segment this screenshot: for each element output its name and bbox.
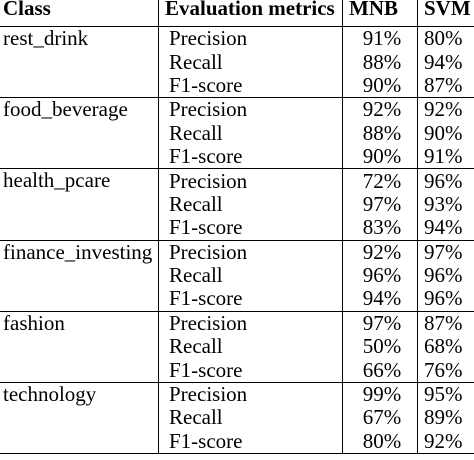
mnb-value-cell: 88% <box>342 50 418 74</box>
header-mnb: MNB <box>342 0 418 27</box>
metric-cell: Recall <box>158 335 343 359</box>
class-cell <box>0 287 159 312</box>
mnb-value-cell: 83% <box>342 216 418 241</box>
table-row: Recall 67% 89% <box>0 406 474 430</box>
mnb-value-cell: 50% <box>342 335 418 359</box>
class-cell <box>0 358 159 383</box>
table-row: Recall 97% 93% <box>0 192 474 217</box>
table-row: rest_drink Precision 91% 80% <box>0 26 474 51</box>
table-row: Recall 96% 96% <box>0 263 474 288</box>
class-cell: technology <box>0 382 159 407</box>
table-row: F1-score 90% 87% <box>0 73 474 99</box>
metric-cell: Recall <box>158 263 343 288</box>
svm-value-cell: 89% <box>417 406 474 430</box>
table-row: F1-score 94% 96% <box>0 287 474 312</box>
svm-value-cell: 96% <box>417 263 474 288</box>
mnb-value-cell: 88% <box>342 121 418 145</box>
svm-value-cell: 80% <box>417 26 474 51</box>
svm-value-cell: 76% <box>417 358 474 383</box>
class-cell: food_beverage <box>0 97 159 122</box>
mnb-value-cell: 90% <box>342 73 418 99</box>
metric-cell: Precision <box>158 382 343 407</box>
table-row: finance_investing Precision 92% 97% <box>0 240 474 264</box>
table-row: Recall 50% 68% <box>0 335 474 359</box>
mnb-value-cell: 91% <box>342 26 418 51</box>
metric-cell: Precision <box>158 168 343 193</box>
table-row: F1-score 66% 76% <box>0 358 474 383</box>
svm-value-cell: 96% <box>417 168 474 193</box>
table-body: rest_drink Precision 91% 80% Recall 88% 94% F1-… <box>0 26 474 455</box>
mnb-value-cell: 66% <box>342 358 418 383</box>
metric-cell: Recall <box>158 192 343 217</box>
mnb-value-cell: 97% <box>342 192 418 217</box>
header-class: Class <box>0 0 159 27</box>
metric-cell: Recall <box>158 406 343 430</box>
class-cell: health_pcare <box>0 168 159 193</box>
metric-cell: Precision <box>158 311 343 336</box>
mnb-value-cell: 67% <box>342 406 418 430</box>
table-row: food_beverage Precision 92% 92% <box>0 97 474 122</box>
class-cell <box>0 406 159 430</box>
class-cell <box>0 73 159 99</box>
table-row: F1-score 83% 94% <box>0 216 474 241</box>
svm-value-cell: 93% <box>417 192 474 217</box>
table-row: technology Precision 99% 95% <box>0 382 474 407</box>
table-row: F1-score 90% 91% <box>0 144 474 170</box>
table-row: fashion Precision 97% 87% <box>0 311 474 336</box>
table-row: health_pcare Precision 72% 96% <box>0 168 474 193</box>
mnb-value-cell: 92% <box>342 97 418 122</box>
metric-cell: F1-score <box>158 216 343 241</box>
mnb-value-cell: 90% <box>342 144 418 170</box>
svm-value-cell: 94% <box>417 50 474 74</box>
svm-value-cell: 87% <box>417 311 474 336</box>
class-cell <box>0 335 159 359</box>
mnb-value-cell: 99% <box>342 382 418 407</box>
metric-cell: F1-score <box>158 73 343 99</box>
mnb-value-cell: 92% <box>342 240 418 264</box>
mnb-value-cell: 94% <box>342 287 418 312</box>
class-cell: finance_investing <box>0 240 159 264</box>
header-svm: SVM <box>417 0 474 27</box>
header-row: Class Evaluation metrics MNB SVM <box>0 0 474 27</box>
class-cell: fashion <box>0 311 159 336</box>
svm-value-cell: 96% <box>417 287 474 312</box>
class-cell <box>0 192 159 217</box>
svm-value-cell: 91% <box>417 144 474 170</box>
header-evaluation-metrics: Evaluation metrics <box>158 0 343 27</box>
class-cell <box>0 263 159 288</box>
table-row: F1-score 80% 92% <box>0 429 474 455</box>
class-cell <box>0 121 159 145</box>
metric-cell: Recall <box>158 121 343 145</box>
svm-value-cell: 87% <box>417 73 474 99</box>
class-cell <box>0 429 159 455</box>
mnb-value-cell: 96% <box>342 263 418 288</box>
svm-value-cell: 95% <box>417 382 474 407</box>
metric-cell: Precision <box>158 97 343 122</box>
class-cell <box>0 144 159 170</box>
table-row: Recall 88% 90% <box>0 121 474 145</box>
metric-cell: Precision <box>158 26 343 51</box>
class-cell: rest_drink <box>0 26 159 51</box>
svm-value-cell: 94% <box>417 216 474 241</box>
svm-value-cell: 92% <box>417 429 474 455</box>
metric-cell: F1-score <box>158 358 343 383</box>
svm-value-cell: 97% <box>417 240 474 264</box>
class-cell <box>0 216 159 241</box>
metric-cell: F1-score <box>158 287 343 312</box>
svm-value-cell: 92% <box>417 97 474 122</box>
metric-cell: Recall <box>158 50 343 74</box>
mnb-value-cell: 80% <box>342 429 418 455</box>
class-cell <box>0 50 159 74</box>
mnb-value-cell: 97% <box>342 311 418 336</box>
table-row: Recall 88% 94% <box>0 50 474 74</box>
svm-value-cell: 68% <box>417 335 474 359</box>
svm-value-cell: 90% <box>417 121 474 145</box>
mnb-value-cell: 72% <box>342 168 418 193</box>
metric-cell: Precision <box>158 240 343 264</box>
metric-cell: F1-score <box>158 144 343 170</box>
metric-cell: F1-score <box>158 429 343 455</box>
